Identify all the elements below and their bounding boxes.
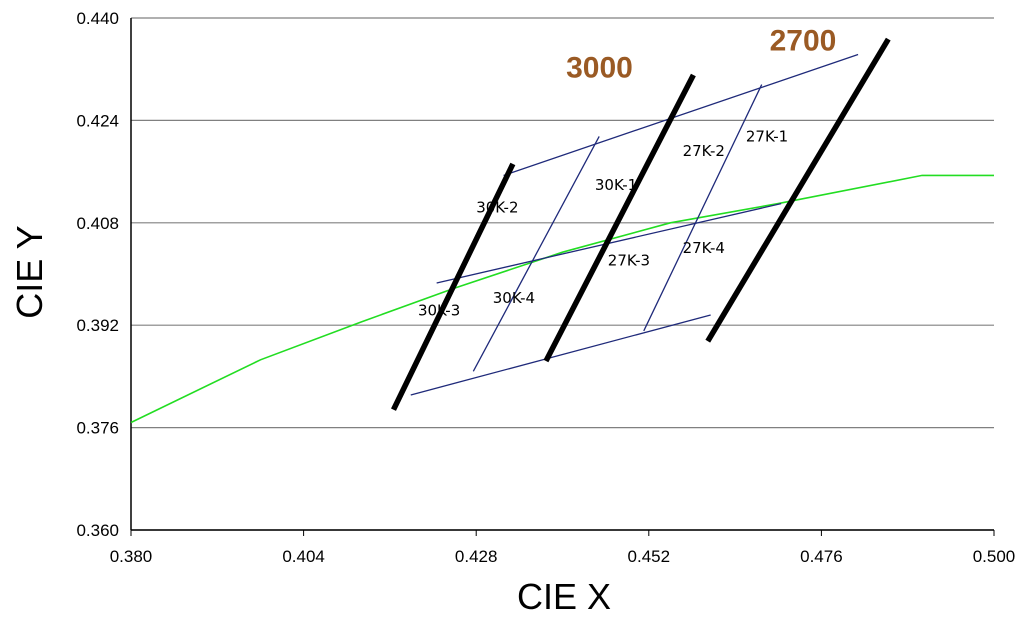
bin-label: 30K-3 (418, 302, 460, 320)
y-tick-label: 0.440 (76, 9, 119, 28)
x-tick-label: 0.500 (973, 547, 1016, 566)
y-tick-label: 0.376 (76, 419, 119, 438)
y-tick-label: 0.360 (76, 521, 119, 540)
y-axis-title: CIE Y (9, 225, 50, 318)
grid-lines (130, 17, 995, 536)
tick-labels: 0.360 0.376 0.392 0.408 0.424 0.440 0.380 0.404… (76, 9, 1015, 566)
bin-label: 27K-2 (683, 142, 725, 160)
cct-label: 3000 (566, 52, 633, 85)
cct-label: 2700 (770, 25, 837, 58)
x-tick-label: 0.476 (800, 547, 843, 566)
x-tick-label: 0.404 (282, 547, 325, 566)
y-tick-label: 0.424 (76, 111, 119, 130)
bin-label: 27K-1 (746, 128, 788, 146)
bin-label: 30K-2 (476, 199, 518, 217)
bin-label: 27K-3 (608, 252, 650, 270)
x-axis-title: CIE X (517, 576, 611, 617)
quadrangle-line (410, 314, 711, 396)
bin-label: 27K-4 (683, 239, 725, 257)
cct-line (391, 162, 516, 411)
bin-label: 30K-4 (493, 289, 535, 307)
x-tick-label: 0.380 (110, 547, 153, 566)
cct-line (543, 73, 696, 363)
planckian-locus (130, 174, 994, 424)
plot-area: 30K-1 30K-2 30K-3 30K-4 27K-1 27K-2 27K-3 27K-4… (130, 25, 994, 424)
x-tick-label: 0.428 (455, 547, 498, 566)
quadrangle-line (643, 84, 763, 332)
quadrangle-line (503, 53, 859, 177)
y-tick-label: 0.392 (76, 316, 119, 335)
x-tick-label: 0.452 (628, 547, 671, 566)
bin-label: 30K-1 (595, 176, 637, 194)
quadrangle-line (472, 136, 600, 372)
y-tick-label: 0.408 (76, 214, 119, 233)
cct-line (705, 37, 891, 343)
